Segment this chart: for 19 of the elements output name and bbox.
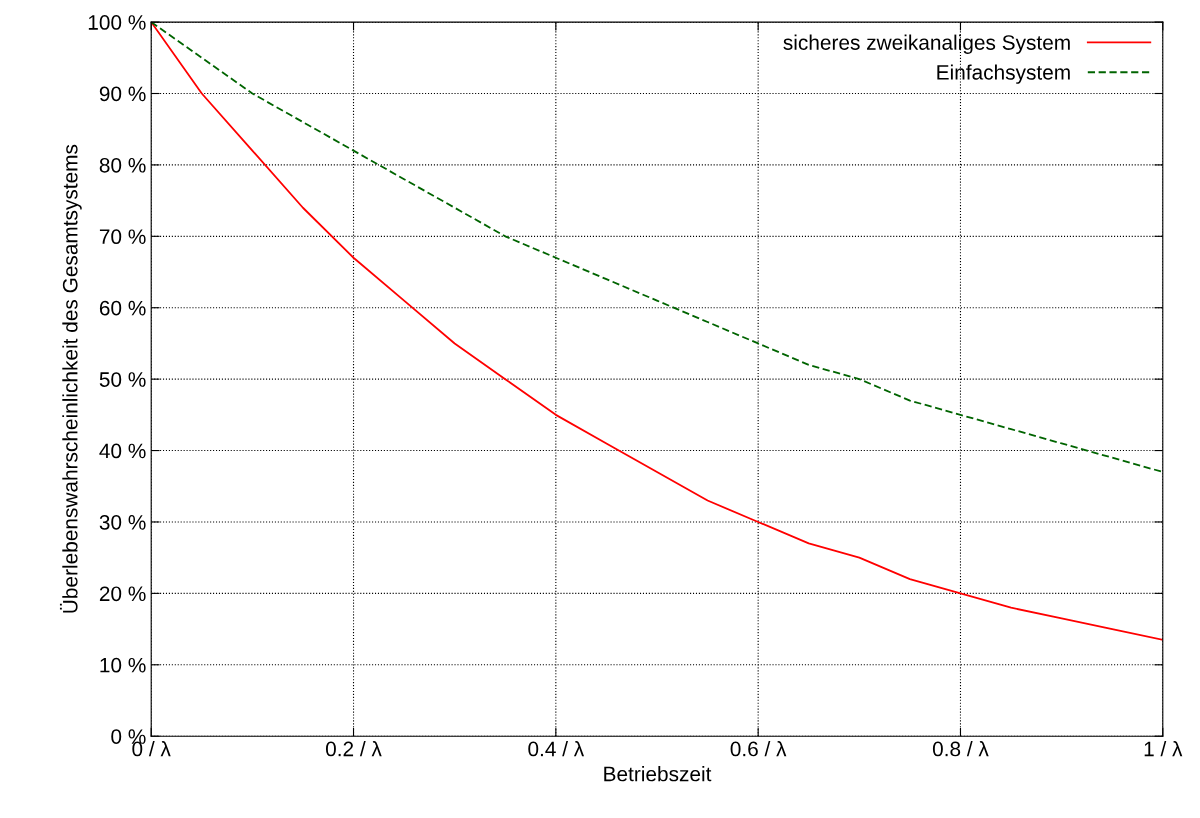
x-axis-title: Betriebszeit: [604, 766, 712, 782]
y-tick-label: 20 %: [99, 586, 146, 602]
y-tick-label: 80 %: [99, 157, 146, 173]
y-tick-label: 90 %: [99, 86, 146, 102]
y-tick-label: 100 %: [88, 15, 146, 30]
y-axis-title: Überlebenswahrscheinlichkeit des Gesamtsystems: [59, 144, 82, 613]
x-tick-label: 0.6 / λ: [730, 741, 787, 757]
y-tick-label: 30 %: [99, 514, 146, 530]
y-tick-label: 10 %: [100, 657, 146, 673]
x-tick-label: 0.2 / λ: [325, 741, 382, 757]
y-tick-label: 50 %: [99, 372, 146, 387]
x-tick-label: 0.8 / λ: [932, 741, 989, 757]
y-tick-label: 40 %: [99, 443, 146, 459]
legend-label: sicheres zweikanaliges System: [783, 34, 1070, 55]
y-tick-label: 60 %: [99, 300, 146, 316]
legend-label: Einfachsystem: [937, 64, 1070, 84]
x-tick-label: 1 / λ: [1144, 741, 1183, 757]
x-tick-label: 0.4 / λ: [528, 741, 585, 757]
y-tick-label: 70 %: [99, 229, 146, 245]
